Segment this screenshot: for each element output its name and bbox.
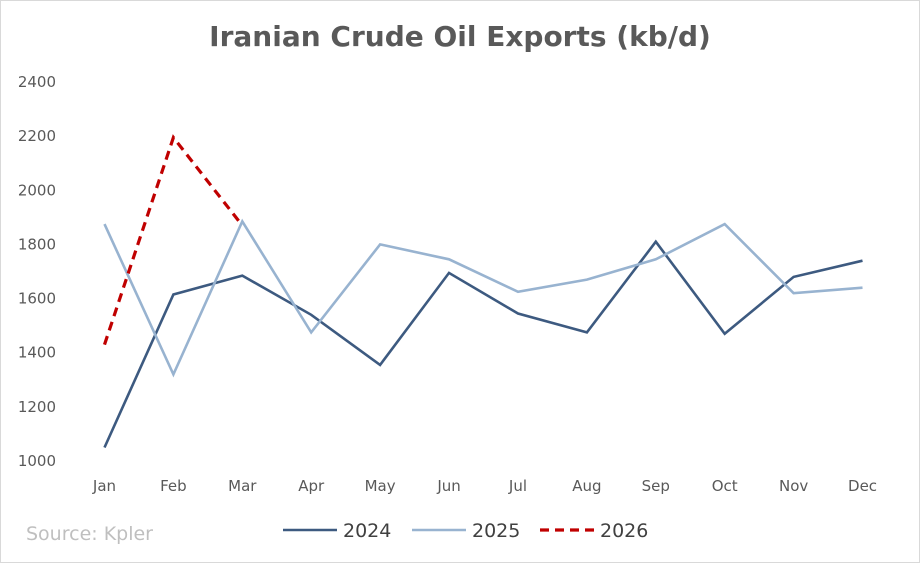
x-axis: Jan Feb Mar Apr May Jun Jul Aug Sep Oct Nov Dec	[92, 477, 877, 495]
legend-label-2025: 2025	[472, 520, 520, 542]
x-tick-label: Jan	[92, 477, 116, 495]
series-line-2025	[103, 218, 863, 378]
x-tick-label: Dec	[848, 477, 877, 495]
x-tick-label: Aug	[572, 477, 601, 495]
x-tick-label: Apr	[298, 477, 325, 495]
source-note: Source: Kpler	[26, 523, 153, 545]
y-tick-label: 1000	[18, 452, 56, 470]
y-tick-label: 1400	[18, 344, 56, 362]
y-tick-label: 1200	[18, 398, 56, 416]
plot-area	[102, 134, 863, 449]
y-tick-label: 2000	[18, 181, 56, 199]
x-tick-label: May	[365, 477, 396, 495]
y-tick-label: 1600	[18, 290, 56, 308]
y-tick-label: 1800	[18, 235, 56, 253]
x-tick-label: Feb	[160, 477, 187, 495]
series-line-2024	[103, 239, 863, 449]
x-tick-label: Nov	[779, 477, 808, 495]
x-tick-label: Mar	[228, 477, 257, 495]
y-tick-label: 2200	[18, 127, 56, 145]
legend-label-2026: 2026	[600, 520, 648, 542]
chart-title: Iranian Crude Oil Exports (kb/d)	[209, 20, 711, 53]
x-tick-label: Jul	[508, 477, 527, 495]
legend-label-2024: 2024	[343, 520, 391, 542]
x-tick-label: Jun	[436, 477, 460, 495]
y-axis: 1000 1200 1400 1600 1800 2000 2200 2400	[18, 73, 56, 470]
x-tick-label: Sep	[642, 477, 670, 495]
y-tick-label: 2400	[18, 73, 56, 91]
legend: 2024 2025 2026	[283, 520, 648, 542]
x-tick-label: Oct	[712, 477, 738, 495]
series-line-2026	[102, 134, 244, 346]
